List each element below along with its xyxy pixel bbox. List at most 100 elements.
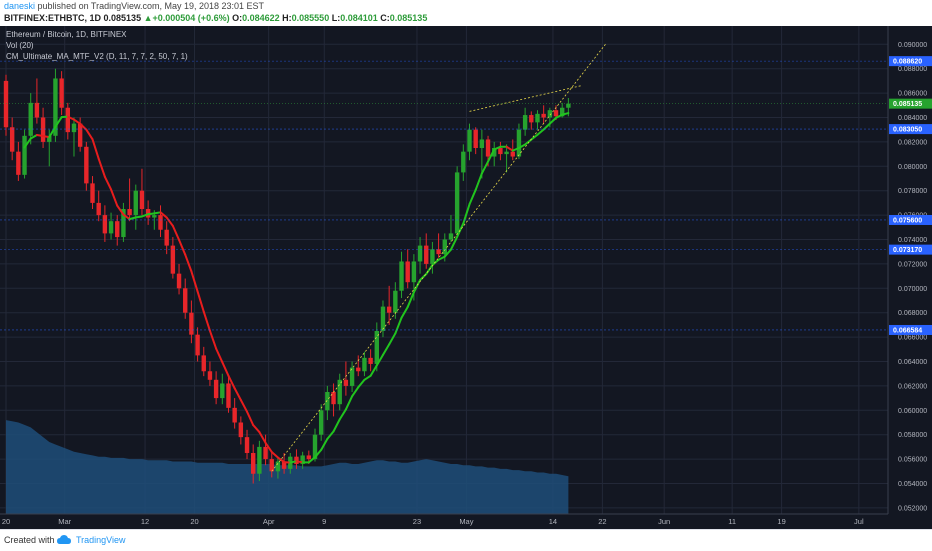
ma-segment [103, 175, 113, 191]
time-axis[interactable]: 20 Mar 12 20 Apr 9 23 May 14 22 Jun 11 19 Jul [0, 513, 888, 526]
y-tick-label: 0.072000 [898, 261, 927, 268]
ma-segment [122, 213, 131, 221]
x-tick-label: Jul [854, 517, 864, 526]
ma-segment [536, 128, 545, 136]
ma-segment [480, 160, 490, 175]
candle-body [356, 367, 361, 372]
candle-body [529, 115, 534, 123]
ma-segment [548, 116, 558, 125]
candle-body [448, 233, 454, 240]
candle-body [275, 461, 281, 472]
y-tick-label: 0.074000 [898, 237, 927, 244]
candle-body [84, 146, 89, 184]
ma-segment [412, 279, 422, 294]
price-chart[interactable]: 0.090000 0.088000 0.086000 0.084000 0.082000… [0, 26, 932, 529]
candle-body [405, 261, 410, 283]
candle-body [368, 357, 373, 364]
high-value: 0.085550 [291, 13, 330, 23]
ma-segment [196, 290, 205, 313]
x-tick-label: May [459, 517, 473, 526]
candle-body [40, 117, 46, 142]
ma-segment [110, 188, 119, 207]
candle-body [300, 455, 305, 464]
y-tick-label: 0.090000 [898, 42, 927, 49]
price-label-box [889, 98, 932, 109]
ma-segment [48, 125, 57, 139]
ma-segment [134, 215, 143, 219]
ma-segment [295, 460, 304, 464]
candle-body [281, 461, 287, 469]
ma-segment [381, 343, 391, 356]
ma-segment [79, 122, 88, 131]
ma-segment [171, 224, 181, 241]
author-link[interactable]: daneski [4, 1, 36, 11]
ma-segment [517, 143, 527, 149]
candle-body [257, 446, 262, 474]
candle-body [238, 422, 244, 438]
candle-body [461, 151, 466, 173]
ma-segment [54, 116, 63, 128]
candle-body [121, 209, 126, 238]
ma-segment [178, 238, 187, 256]
ma-segment [147, 212, 156, 216]
candle-body [436, 249, 441, 255]
chart-grid [0, 26, 888, 514]
ma-segment [42, 134, 51, 139]
ma-segment [85, 128, 94, 141]
open-value: 0.084622 [242, 13, 280, 23]
candle-body [22, 135, 27, 175]
ma-segment [326, 430, 335, 440]
x-tick-label: 22 [598, 517, 606, 526]
candle-body [479, 139, 485, 148]
candle-body [47, 135, 52, 142]
ma-segment [227, 374, 236, 390]
ma-segment [153, 211, 162, 215]
candle-body [541, 113, 546, 118]
trendlines-layer [271, 44, 606, 472]
candle-body [318, 410, 324, 435]
price-axis[interactable]: 0.090000 0.088000 0.086000 0.084000 0.082000… [887, 26, 932, 529]
y-tick-label: 0.088000 [898, 66, 927, 73]
ma-segment [91, 138, 100, 160]
candle-body [139, 190, 145, 209]
candle-body [349, 367, 355, 386]
ma-segment [369, 364, 378, 377]
y-tick-label: 0.062000 [898, 383, 927, 390]
x-tick-label: Jun [658, 517, 670, 526]
ma-segment [449, 235, 459, 251]
ma-segment [264, 441, 273, 453]
candle-body [201, 355, 206, 372]
candle-body [232, 407, 237, 423]
y-tick-label: 0.084000 [898, 115, 927, 122]
candle-body [504, 151, 509, 155]
candle-body [207, 371, 213, 380]
candle-body [90, 183, 95, 203]
ma-segment [202, 310, 211, 332]
ma-segment [505, 145, 514, 152]
candle-body [362, 357, 367, 372]
open-label: O: [232, 13, 243, 23]
ma-segment [338, 408, 347, 421]
footer: Created with TradingView [0, 529, 932, 551]
ma-segment [320, 437, 329, 451]
symbol-label: BITFINEX:ETHBTC, 1D [4, 13, 102, 23]
candle-body [65, 107, 70, 133]
ma-segment [487, 148, 496, 163]
price-labels-layer: 0.088620 0.085135 0.083050 0.075600 0.073170… [0, 56, 932, 335]
candle-body [170, 245, 176, 274]
ma-segment [23, 137, 32, 149]
candle-body [411, 261, 417, 283]
ma-segment [375, 353, 384, 367]
ma-segment [530, 133, 539, 141]
ma-segment [388, 332, 397, 346]
moving-average-layer [23, 112, 570, 464]
ma-segment [184, 253, 193, 273]
candle-body [430, 249, 435, 264]
ma-segment [443, 248, 452, 258]
legend-title: Ethereum / Bitcoin, 1D, BITFINEX [6, 30, 127, 39]
x-tick-label: 20 [190, 517, 198, 526]
y-tick-label: 0.082000 [898, 139, 927, 146]
x-tick-label: Mar [58, 517, 71, 526]
ma-segment [215, 347, 224, 364]
tradingview-brand[interactable]: TradingView [76, 535, 126, 545]
